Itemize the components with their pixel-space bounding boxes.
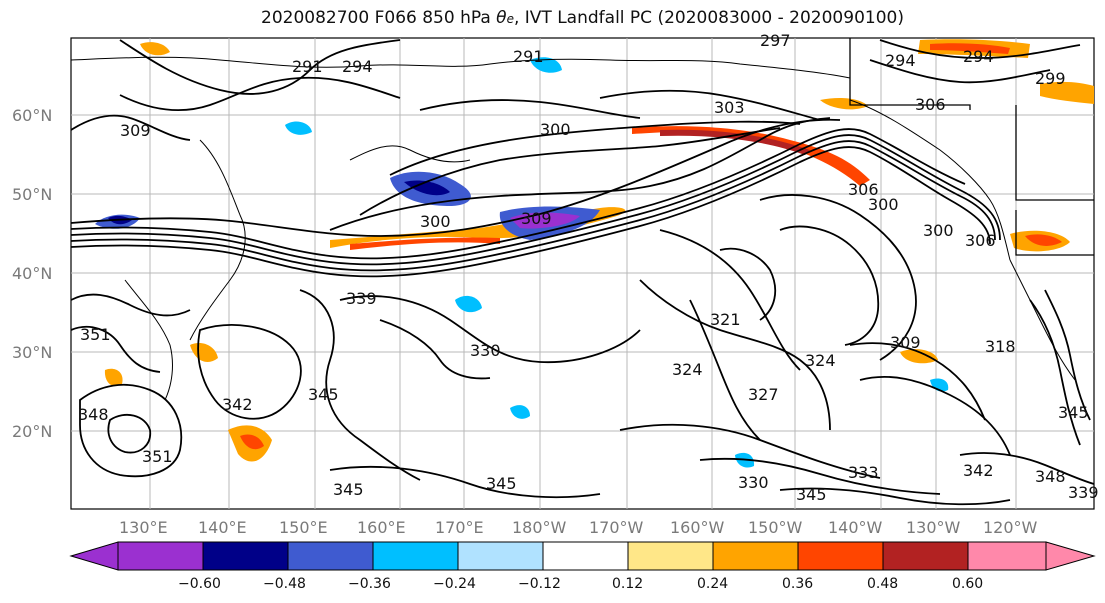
colorbar-tick-label: 0.24 xyxy=(697,576,729,592)
contour-label: 291 xyxy=(292,57,323,76)
lon-tick-label: 170°W xyxy=(589,518,644,537)
lon-tick-label: 180°W xyxy=(512,518,567,537)
contour-label: 306 xyxy=(848,180,879,199)
colorbar-bin xyxy=(287,541,374,571)
contour-label: 309 xyxy=(521,209,552,228)
colorbar-bin xyxy=(797,541,884,571)
contour-labels: 291 294 291 297 294 294 309 306 299 303 … xyxy=(78,31,1099,504)
colorbar-tick-label: −0.48 xyxy=(263,576,306,592)
contour-label: 342 xyxy=(963,461,994,480)
contour-label: 318 xyxy=(985,337,1016,356)
contour-label: 324 xyxy=(672,360,703,379)
colorbar-bin xyxy=(712,541,799,571)
colorbar-tick-label: −0.12 xyxy=(518,576,561,592)
contour-label: 300 xyxy=(868,195,899,214)
lon-tick-label: 130°W xyxy=(906,518,961,537)
contour-label: 300 xyxy=(923,221,954,240)
contour-label: 348 xyxy=(1035,467,1066,486)
contour-label: 345 xyxy=(796,485,827,504)
contour-label: 339 xyxy=(346,289,377,308)
colorbar-bin xyxy=(372,541,459,571)
contour-label: 324 xyxy=(805,351,836,370)
political-boundaries xyxy=(849,38,1094,256)
contour-label: 294 xyxy=(342,57,373,76)
lat-tick-label: 30°N xyxy=(12,343,53,362)
colorbar-bin xyxy=(627,541,714,571)
contour-label: 294 xyxy=(885,51,916,70)
lat-tick-label: 20°N xyxy=(12,422,53,441)
contour-label: 348 xyxy=(78,405,109,424)
contour-label: 297 xyxy=(760,31,791,50)
contour-label: 306 xyxy=(965,231,996,250)
contour-label: 303 xyxy=(714,98,745,117)
lon-tick-label: 160°W xyxy=(670,518,725,537)
colorbar-extend-max xyxy=(1045,541,1096,571)
lon-tick-label: 150°E xyxy=(279,518,328,537)
colorbar-tick-label: 0.48 xyxy=(867,576,899,592)
lon-tick-label: 130°E xyxy=(119,518,168,537)
colorbar-bin xyxy=(882,541,969,571)
lon-tick-label: 150°W xyxy=(748,518,803,537)
contour-label: 299 xyxy=(1035,69,1066,88)
colorbar-tick-label: 0.12 xyxy=(612,576,644,592)
contour-label: 345 xyxy=(333,480,364,499)
contour-label: 330 xyxy=(738,473,769,492)
colorbar-extend-min xyxy=(69,541,119,571)
contour-label: 345 xyxy=(486,474,517,493)
map-title: 2020082700 F066 850 hPa θe, IVT Landfall… xyxy=(261,8,904,28)
contour-label: 330 xyxy=(470,341,501,360)
colorbar-tick-label: −0.36 xyxy=(348,576,391,592)
colorbar xyxy=(69,541,1096,571)
contour-label: 351 xyxy=(142,447,173,466)
colorbar-bin xyxy=(967,541,1047,571)
contour-label: 294 xyxy=(963,47,994,66)
contour-label: 333 xyxy=(848,463,879,482)
lon-tick-label: 120°W xyxy=(983,518,1038,537)
contour-label: 345 xyxy=(308,385,339,404)
contour-label: 300 xyxy=(540,120,571,139)
colorbar-bin xyxy=(457,541,544,571)
contour-label: 339 xyxy=(1068,483,1099,502)
lat-tick-label: 50°N xyxy=(12,185,53,204)
colorbar-tick-label: −0.60 xyxy=(178,576,221,592)
theta-e-contours xyxy=(70,39,1095,506)
colorbar-bin xyxy=(542,541,629,571)
lon-tick-label: 170°E xyxy=(435,518,484,537)
colorbar-bin xyxy=(202,541,289,571)
colorbar-tick-label: −0.24 xyxy=(433,576,476,592)
contour-label: 309 xyxy=(120,121,151,140)
contour-label: 327 xyxy=(748,385,779,404)
theta-symbol: θ xyxy=(496,8,507,28)
contour-label: 342 xyxy=(222,395,253,414)
colorbar-tick-label: 0.36 xyxy=(782,576,814,592)
lat-tick-label: 60°N xyxy=(12,106,53,125)
contour-label: 321 xyxy=(710,310,741,329)
lat-tick-label: 40°N xyxy=(12,264,53,283)
lon-tick-label: 140°W xyxy=(828,518,883,537)
contour-label: 345 xyxy=(1058,403,1089,422)
lon-tick-label: 140°E xyxy=(198,518,247,537)
colorbar-bin xyxy=(117,541,204,571)
contour-label: 300 xyxy=(420,212,451,231)
contour-label: 291 xyxy=(513,47,544,66)
contour-label: 309 xyxy=(890,333,921,352)
contour-label: 351 xyxy=(80,325,111,344)
lon-tick-label: 160°E xyxy=(357,518,406,537)
shaded-anomalies xyxy=(95,39,1094,468)
contour-label: 306 xyxy=(915,95,946,114)
colorbar-tick-label: 0.60 xyxy=(952,576,984,592)
